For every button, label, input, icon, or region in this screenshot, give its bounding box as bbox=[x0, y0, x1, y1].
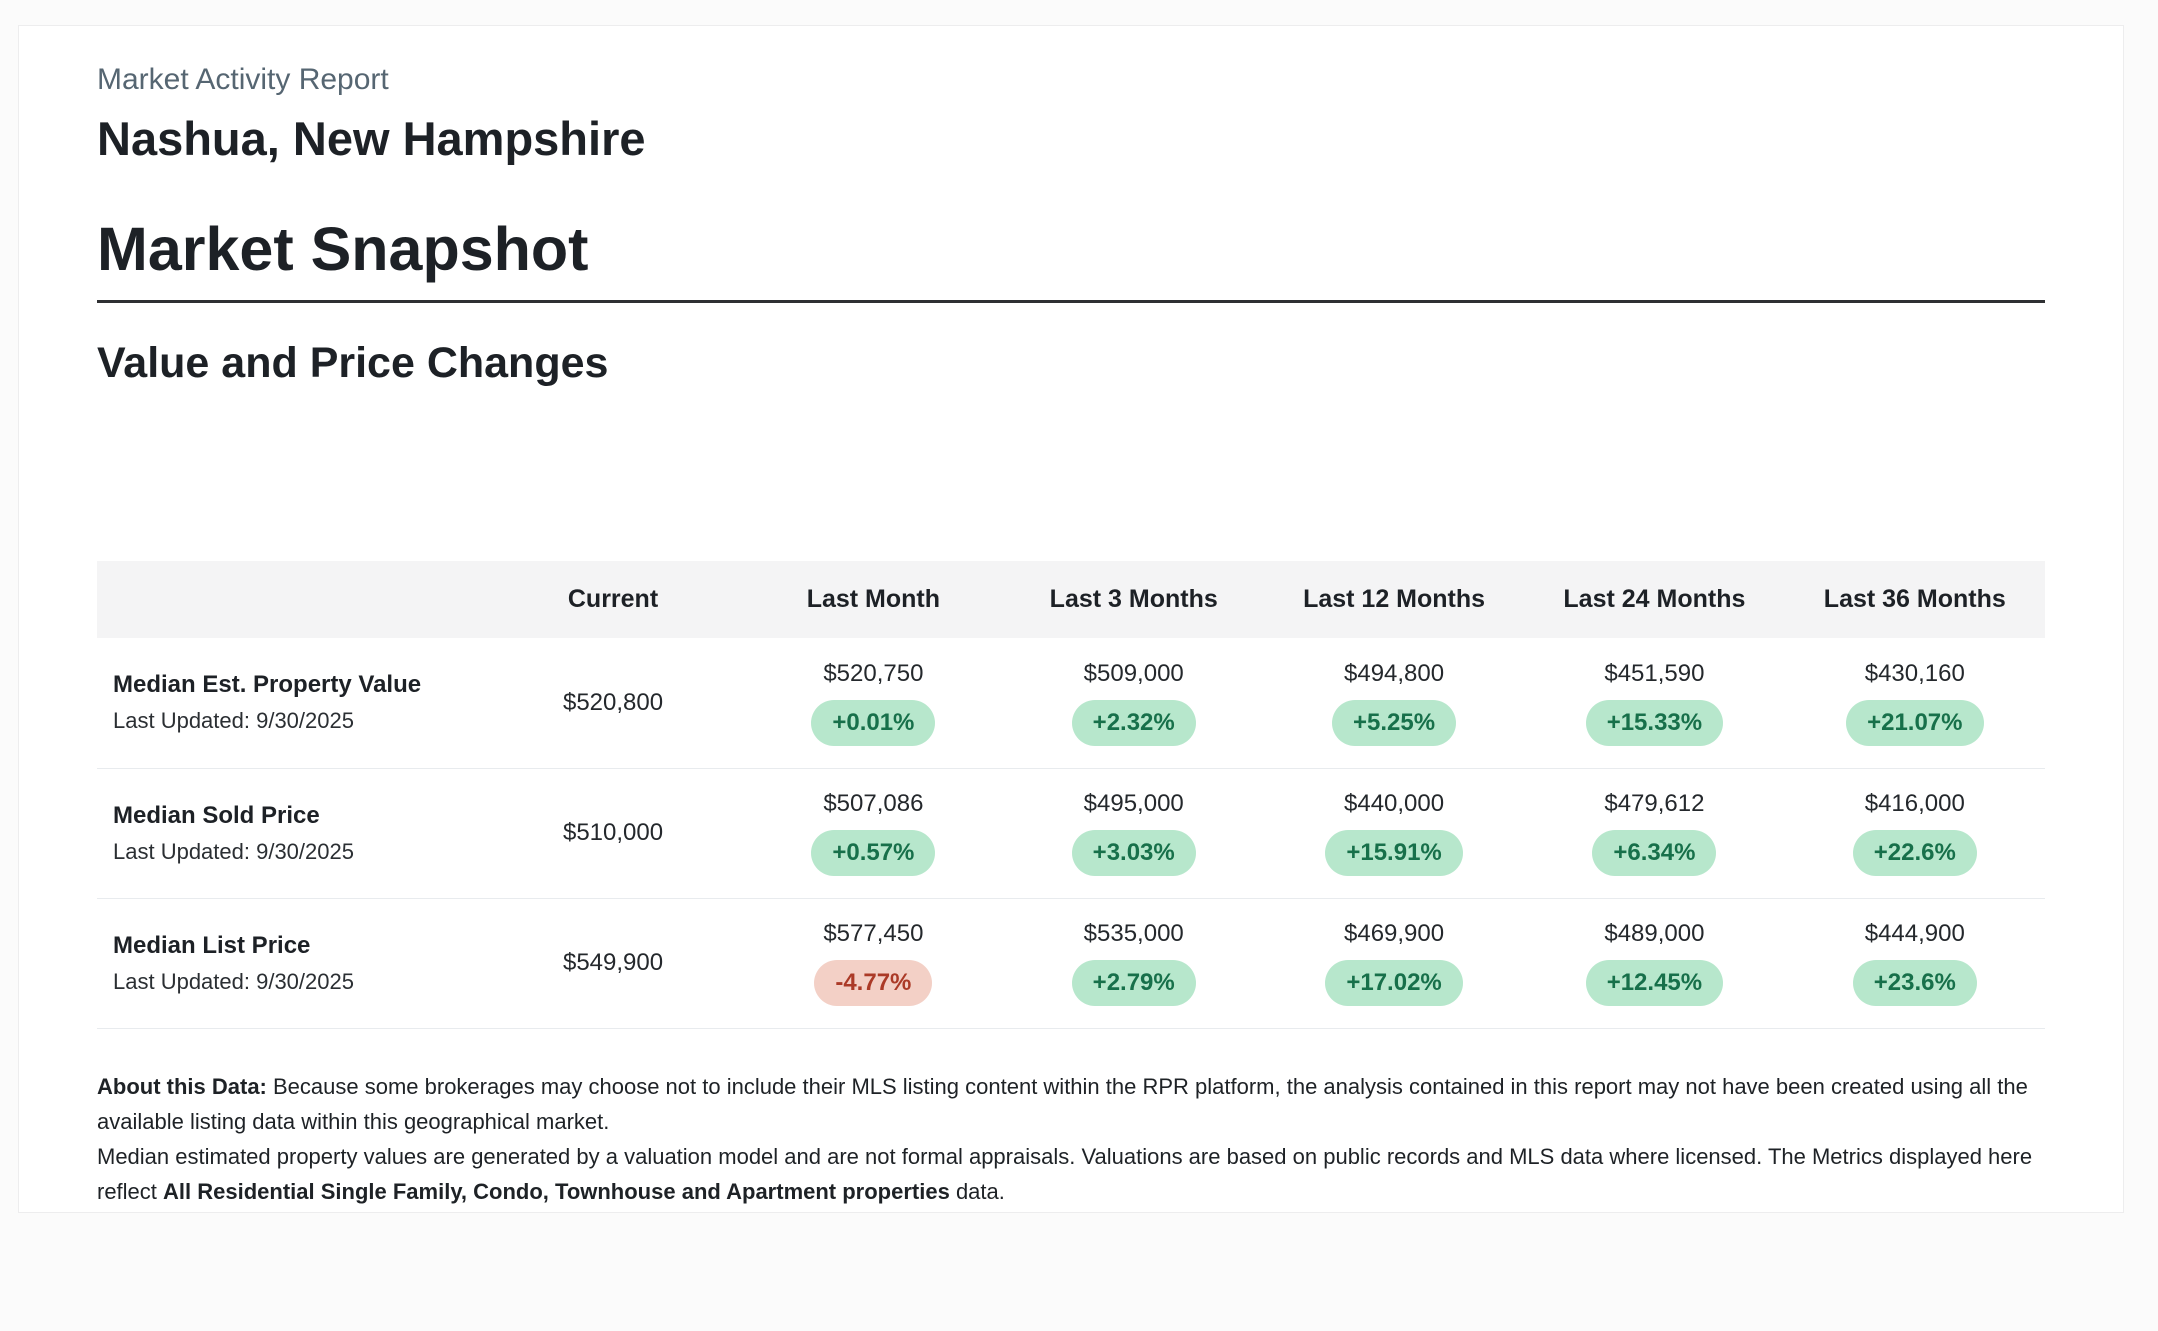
period-value: $507,086 bbox=[823, 790, 924, 817]
column-header-last-12-months: Last 12 Months bbox=[1263, 561, 1525, 638]
period-value: $520,750 bbox=[823, 659, 924, 687]
period-cell: $416,000 +22.6% bbox=[1784, 768, 2045, 899]
period-value: $430,160 bbox=[1864, 659, 1965, 687]
current-value-cell: $549,900 bbox=[482, 898, 744, 1029]
metric-label: Median Sold Price bbox=[113, 801, 320, 829]
period-value: $489,000 bbox=[1604, 920, 1705, 947]
period-cell: $440,000 +15.91% bbox=[1263, 768, 1525, 899]
methodology-paragraph: Median estimated property values are gen… bbox=[97, 1139, 2045, 1209]
change-badge: +2.32% bbox=[1071, 699, 1196, 746]
period-value: $451,590 bbox=[1604, 659, 1705, 687]
period-value: $416,000 bbox=[1864, 790, 1965, 817]
methodology-properties-bold: All Residential Single Family, Condo, To… bbox=[163, 1179, 950, 1205]
current-value-cell: $510,000 bbox=[482, 768, 744, 899]
current-value: $510,000 bbox=[562, 819, 664, 846]
change-badge: +22.6% bbox=[1852, 830, 1977, 876]
about-data-paragraph: About this Data: Because some brokerages… bbox=[97, 1069, 2045, 1139]
change-badge: +23.6% bbox=[1852, 960, 1977, 1006]
metric-last-updated: Last Updated: 9/30/2025 bbox=[113, 968, 354, 994]
methodology-text: Median estimated property values are gen… bbox=[97, 1143, 2033, 1205]
report-location-title: Nashua, New Hampshire bbox=[97, 112, 646, 165]
period-cell: $509,000 +2.32% bbox=[1003, 638, 1264, 769]
metric-last-updated: Last Updated: 9/30/2025 bbox=[113, 708, 354, 734]
about-data-label: About this Data: bbox=[97, 1073, 267, 1099]
change-badge: +17.02% bbox=[1325, 960, 1463, 1006]
period-value: $469,900 bbox=[1344, 920, 1445, 947]
period-cell: $444,900 +23.6% bbox=[1784, 898, 2045, 1029]
table-row: Median Sold Price Last Updated: 9/30/202… bbox=[97, 768, 2045, 899]
period-cell: $494,800 +5.25% bbox=[1263, 638, 1525, 769]
period-value: $495,000 bbox=[1083, 790, 1184, 817]
column-header-last-24-months: Last 24 Months bbox=[1524, 561, 1785, 638]
current-value: $520,800 bbox=[562, 688, 664, 716]
value-price-changes-table: Current Last Month Last 3 Months Last 12… bbox=[97, 561, 2045, 1029]
period-cell: $535,000 +2.79% bbox=[1003, 898, 1264, 1029]
about-data-text: Because some brokerages may choose not t… bbox=[97, 1073, 2028, 1134]
period-value: $444,900 bbox=[1864, 920, 1965, 947]
period-value: $577,450 bbox=[823, 920, 924, 947]
period-value: $535,000 bbox=[1083, 920, 1184, 947]
change-badge: +12.45% bbox=[1585, 960, 1724, 1006]
column-header-last-month: Last Month bbox=[743, 561, 1004, 638]
period-value: $509,000 bbox=[1083, 659, 1184, 687]
subsection-title-value-price-changes: Value and Price Changes bbox=[97, 339, 609, 387]
report-card: Market Activity Report Nashua, New Hamps… bbox=[18, 25, 2124, 1213]
column-header-current: Current bbox=[482, 561, 744, 638]
change-badge: +3.03% bbox=[1071, 830, 1196, 876]
period-cell: $489,000 +12.45% bbox=[1524, 898, 1785, 1029]
metric-label: Median Est. Property Value bbox=[113, 671, 422, 699]
about-data-notes: About this Data: Because some brokerages… bbox=[97, 1069, 2045, 1210]
period-cell: $451,590 +15.33% bbox=[1524, 638, 1785, 769]
change-badge: +6.34% bbox=[1592, 830, 1717, 876]
period-cell: $469,900 +17.02% bbox=[1263, 898, 1525, 1029]
change-badge: +21.07% bbox=[1846, 699, 1984, 746]
table-row: Median Est. Property Value Last Updated:… bbox=[97, 638, 2045, 769]
period-cell: $479,612 +6.34% bbox=[1524, 768, 1785, 899]
current-value-cell: $520,800 bbox=[482, 638, 744, 769]
change-badge: +5.25% bbox=[1332, 699, 1457, 746]
change-badge: +15.91% bbox=[1325, 830, 1463, 876]
column-header-last-3-months: Last 3 Months bbox=[1003, 561, 1264, 638]
change-badge: +15.33% bbox=[1585, 699, 1724, 746]
section-title-market-snapshot: Market Snapshot bbox=[97, 215, 589, 283]
period-cell: $430,160 +21.07% bbox=[1784, 638, 2045, 769]
metric-cell: Median Sold Price Last Updated: 9/30/202… bbox=[97, 768, 483, 899]
period-cell: $577,450 -4.77% bbox=[743, 898, 1004, 1029]
period-value: $479,612 bbox=[1604, 790, 1705, 817]
metric-last-updated: Last Updated: 9/30/2025 bbox=[113, 838, 354, 864]
period-value: $440,000 bbox=[1344, 790, 1445, 817]
period-cell: $507,086 +0.57% bbox=[743, 768, 1004, 899]
change-badge: +0.57% bbox=[811, 830, 936, 876]
section-divider bbox=[97, 300, 2045, 303]
period-value: $494,800 bbox=[1344, 659, 1445, 687]
change-badge: +2.79% bbox=[1071, 960, 1196, 1006]
metric-cell: Median Est. Property Value Last Updated:… bbox=[97, 638, 483, 769]
period-cell: $495,000 +3.03% bbox=[1003, 768, 1264, 899]
current-value: $549,900 bbox=[562, 949, 664, 976]
column-header-last-36-months: Last 36 Months bbox=[1784, 561, 2045, 638]
report-type-kicker: Market Activity Report bbox=[97, 63, 389, 96]
metric-cell: Median List Price Last Updated: 9/30/202… bbox=[97, 898, 483, 1029]
table-header-row: Current Last Month Last 3 Months Last 12… bbox=[97, 561, 2045, 638]
column-header-metric bbox=[97, 561, 483, 638]
change-badge: -4.77% bbox=[814, 960, 933, 1006]
table-row: Median List Price Last Updated: 9/30/202… bbox=[97, 898, 2045, 1029]
metric-label: Median List Price bbox=[113, 931, 311, 959]
change-badge: +0.01% bbox=[811, 699, 936, 746]
period-cell: $520,750 +0.01% bbox=[743, 638, 1004, 769]
methodology-suffix: data. bbox=[949, 1179, 1005, 1205]
